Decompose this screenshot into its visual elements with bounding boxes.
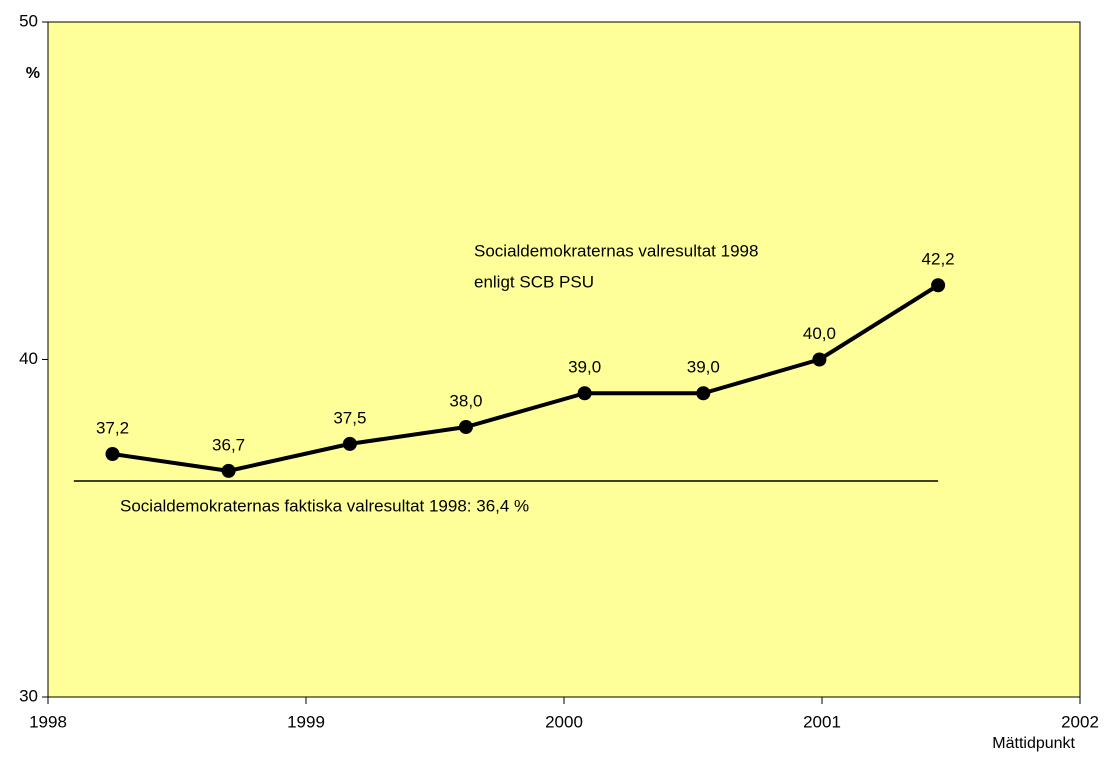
data-label: 37,2 (96, 418, 129, 437)
data-point (812, 352, 827, 367)
data-label: 36,7 (212, 435, 245, 454)
data-label: 37,5 (333, 408, 366, 427)
series-line (112, 283, 940, 473)
data-point (342, 436, 357, 451)
data-label: 40,0 (803, 324, 836, 343)
data-label: 39,0 (568, 358, 601, 377)
x-tick-label: 2001 (803, 712, 841, 731)
y-tick-label: 30 (19, 686, 38, 705)
plot-area (47, 21, 1081, 698)
reference-note: Socialdemokraternas faktiska valresultat… (120, 496, 529, 515)
data-label: 42,2 (922, 250, 955, 269)
series-note: Socialdemokraternas valresultat 1998 (474, 241, 758, 260)
data-point (931, 278, 946, 293)
data-point (696, 386, 711, 401)
data-point (221, 463, 236, 478)
y-tick-label: 40 (19, 349, 38, 368)
data-label: 39,0 (687, 358, 720, 377)
y-axis-label: % (26, 65, 40, 82)
data-point (577, 386, 592, 401)
x-axis-label: Mättidpunkt (992, 735, 1075, 752)
y-tick-label: 50 (19, 11, 38, 30)
data-label: 38,0 (449, 391, 482, 410)
x-tick-label: 1998 (29, 712, 67, 731)
data-point (105, 447, 120, 461)
x-tick-label: 2002 (1061, 712, 1099, 731)
data-point (458, 420, 473, 434)
series-note: enligt SCB PSU (474, 272, 594, 291)
x-tick-label: 2000 (545, 712, 583, 731)
x-tick-label: 1999 (287, 712, 325, 731)
